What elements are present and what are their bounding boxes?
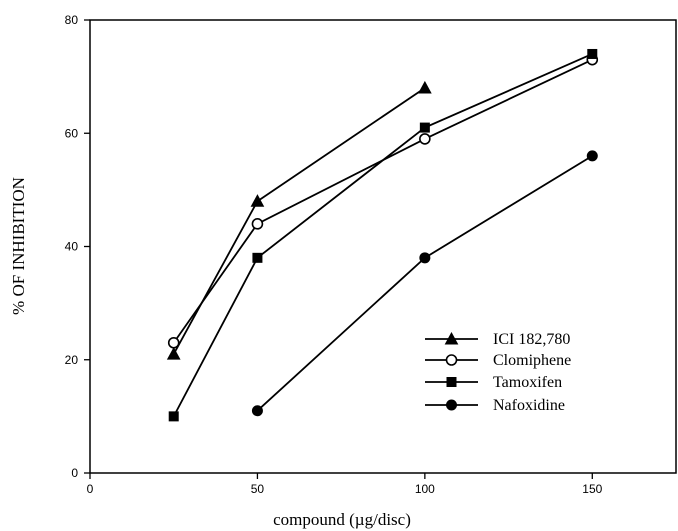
legend-item: ICI 182,780 — [425, 331, 570, 348]
legend-marker — [444, 331, 459, 345]
series-line — [172, 58, 593, 344]
series-nafoxidine — [251, 150, 598, 417]
data-point — [250, 194, 265, 207]
series-tamoxifen — [168, 48, 598, 422]
y-tick-label: 0 — [71, 466, 78, 480]
data-point — [419, 133, 431, 145]
series-line — [172, 87, 426, 355]
series-line — [256, 155, 593, 412]
y-axis-title: % OF INHIBITION — [9, 177, 28, 315]
data-point — [251, 405, 263, 417]
legend-item: Tamoxifen — [425, 374, 562, 391]
series-line — [172, 53, 593, 417]
data-point — [167, 336, 180, 349]
legend-label: Nafoxidine — [493, 397, 565, 414]
data-point — [251, 218, 264, 230]
data-point — [586, 150, 598, 162]
legend-item: Clomiphene — [425, 352, 571, 369]
legend-item: Nafoxidine — [425, 397, 565, 414]
plot-frame — [89, 19, 677, 474]
legend-label: Clomiphene — [493, 352, 571, 369]
y-tick-label: 60 — [65, 126, 79, 140]
data-point — [418, 80, 432, 94]
y-tick-label: 20 — [65, 353, 79, 367]
data-point — [587, 48, 598, 59]
data-point — [419, 252, 431, 264]
x-tick-label: 100 — [415, 482, 435, 496]
legend: ICI 182,780 Clomiphene Tamoxifen Nafoxidine — [425, 331, 571, 414]
x-tick-label: 150 — [582, 482, 602, 496]
legend-marker — [446, 399, 457, 411]
legend-label: Tamoxifen — [493, 374, 562, 391]
data-point — [252, 252, 263, 263]
x-tick-label: 0 — [87, 482, 94, 496]
plot-border — [89, 19, 677, 474]
x-tick-label: 50 — [251, 482, 265, 496]
data-point — [419, 122, 430, 133]
x-axis-title: compound (µg/disc) — [273, 510, 411, 529]
legend-marker — [445, 354, 458, 366]
legend-label: ICI 182,780 — [493, 331, 570, 348]
axis-ticks: 0 50 100 150 0 20 40 60 80 — [65, 13, 603, 496]
y-tick-label: 40 — [65, 240, 79, 254]
legend-marker — [446, 377, 457, 387]
data-point — [166, 347, 181, 360]
series-ici-182-780 — [166, 80, 432, 360]
series-layer — [166, 48, 599, 422]
y-tick-label: 80 — [65, 13, 79, 27]
data-point — [168, 411, 179, 422]
